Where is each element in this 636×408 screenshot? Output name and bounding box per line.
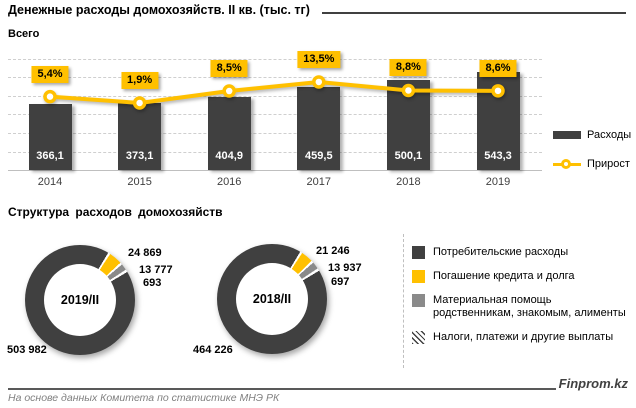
donut-legend-item: Налоги, платежи и другие выплаты xyxy=(412,331,630,345)
bar-2017: 459,5 xyxy=(297,87,341,170)
bar-value-label: 500,1 xyxy=(394,150,423,162)
bar-2015: 373,1 xyxy=(118,103,162,170)
bar-chart-title: Всего xyxy=(8,28,40,40)
donut-legend-item: Материальная помощь родственникам, знако… xyxy=(412,293,630,322)
gridline xyxy=(8,152,542,153)
x-axis-label: 2019 xyxy=(485,176,511,188)
donut-hole: 2018/II xyxy=(236,263,308,335)
expenses-swatch xyxy=(553,131,581,139)
donut-hole: 2019/II xyxy=(44,264,116,336)
color-swatch-icon xyxy=(412,246,425,259)
x-axis-label: 2014 xyxy=(37,176,63,188)
donut-value-label: 21 246 xyxy=(316,245,350,257)
line-marker-icon xyxy=(43,89,57,104)
line-marker-icon xyxy=(222,84,236,98)
bar-value-label: 373,1 xyxy=(125,150,154,162)
bar-line-chart: 366,1 2014 373,1 2015 404,9 2016 459,5 2017 500,… xyxy=(8,44,542,188)
gridline xyxy=(8,133,542,134)
growth-data-label: 1,9% xyxy=(121,71,159,89)
legend-item-growth: Прирост xyxy=(553,158,631,170)
donut-chart-2019: 2019/II xyxy=(25,245,135,355)
growth-data-label: 8,5% xyxy=(210,60,248,77)
x-axis-label: 2018 xyxy=(396,176,421,188)
donut-value-label: 697 xyxy=(331,276,350,288)
title-rule xyxy=(322,12,626,14)
growth-data-label: 8,8% xyxy=(389,59,427,77)
bar-2016: 404,9 xyxy=(207,97,251,170)
donut-value-label: 24 869 xyxy=(128,247,162,259)
bar-value-label: 366,1 xyxy=(36,150,64,162)
growth-data-label: 5,4% xyxy=(31,65,69,83)
bar-chart-legend: Расходы Прирост xyxy=(553,129,631,187)
legend-label: Прирост xyxy=(587,158,630,170)
gridline xyxy=(8,114,542,115)
marker-icon xyxy=(561,159,571,169)
legend-item-expenses: Расходы xyxy=(553,129,631,141)
donut-legend-label: Потребительские расходы xyxy=(433,246,569,258)
donut-value-label: 13 937 xyxy=(328,262,362,274)
gridline xyxy=(8,59,542,60)
bar-value-label: 459,5 xyxy=(305,150,333,162)
donut-legend: Потребительские расходы Погашение кредита… xyxy=(412,246,630,345)
donut-legend-label: Погашение кредита и долга xyxy=(433,269,575,282)
page-title: Денежные расходы домохозяйств. II кв. (т… xyxy=(8,3,310,17)
growth-data-label: 13,5% xyxy=(297,50,341,68)
donut-legend-label: Налоги, платежи и другие выплаты xyxy=(433,331,614,343)
x-axis-label: 2016 xyxy=(216,176,242,188)
bar-2014: 366,1 xyxy=(28,104,72,170)
legend-label: Расходы xyxy=(587,129,632,141)
line-marker-icon xyxy=(491,84,505,98)
line-marker-icon xyxy=(401,83,416,98)
donut-value-label: 693 xyxy=(143,277,162,289)
donut-chart-2018: 2018/II xyxy=(217,244,327,354)
donut-value-label: 503 982 xyxy=(7,344,47,356)
donut-center-label: 2018/II xyxy=(252,292,292,306)
growth-data-label: 8,6% xyxy=(479,59,517,77)
donut-legend-item: Погашение кредита и долга xyxy=(412,269,630,284)
gridline xyxy=(8,96,542,97)
donut-center-label: 2019/II xyxy=(60,293,100,307)
donut-legend-item: Потребительские расходы xyxy=(412,246,630,260)
footer-rule xyxy=(8,388,556,390)
x-axis-label: 2015 xyxy=(127,176,152,188)
brand-logo: Finprom.kz xyxy=(558,376,628,391)
line-marker-icon xyxy=(312,75,326,89)
bar-value-label: 404,9 xyxy=(215,150,243,162)
color-swatch-icon xyxy=(412,293,425,307)
hatched-swatch-icon xyxy=(412,331,425,344)
donut-legend-label: Материальная помощь родственникам, знако… xyxy=(433,293,626,320)
growth-line-swatch xyxy=(553,158,581,170)
legend-divider xyxy=(403,234,404,368)
x-axis-label: 2017 xyxy=(306,176,332,188)
gridline xyxy=(8,77,542,78)
color-swatch-icon xyxy=(412,269,425,283)
growth-line xyxy=(43,75,505,110)
bar-value-label: 543,3 xyxy=(484,150,512,162)
source-note: На основе данных Комитета по статистике … xyxy=(8,392,280,404)
donut-value-label: 464 226 xyxy=(193,344,233,356)
line-marker-icon xyxy=(132,96,147,110)
donut-section-title: Структура расходов домохозяйств xyxy=(8,205,223,219)
donut-value-label: 13 777 xyxy=(139,264,173,276)
